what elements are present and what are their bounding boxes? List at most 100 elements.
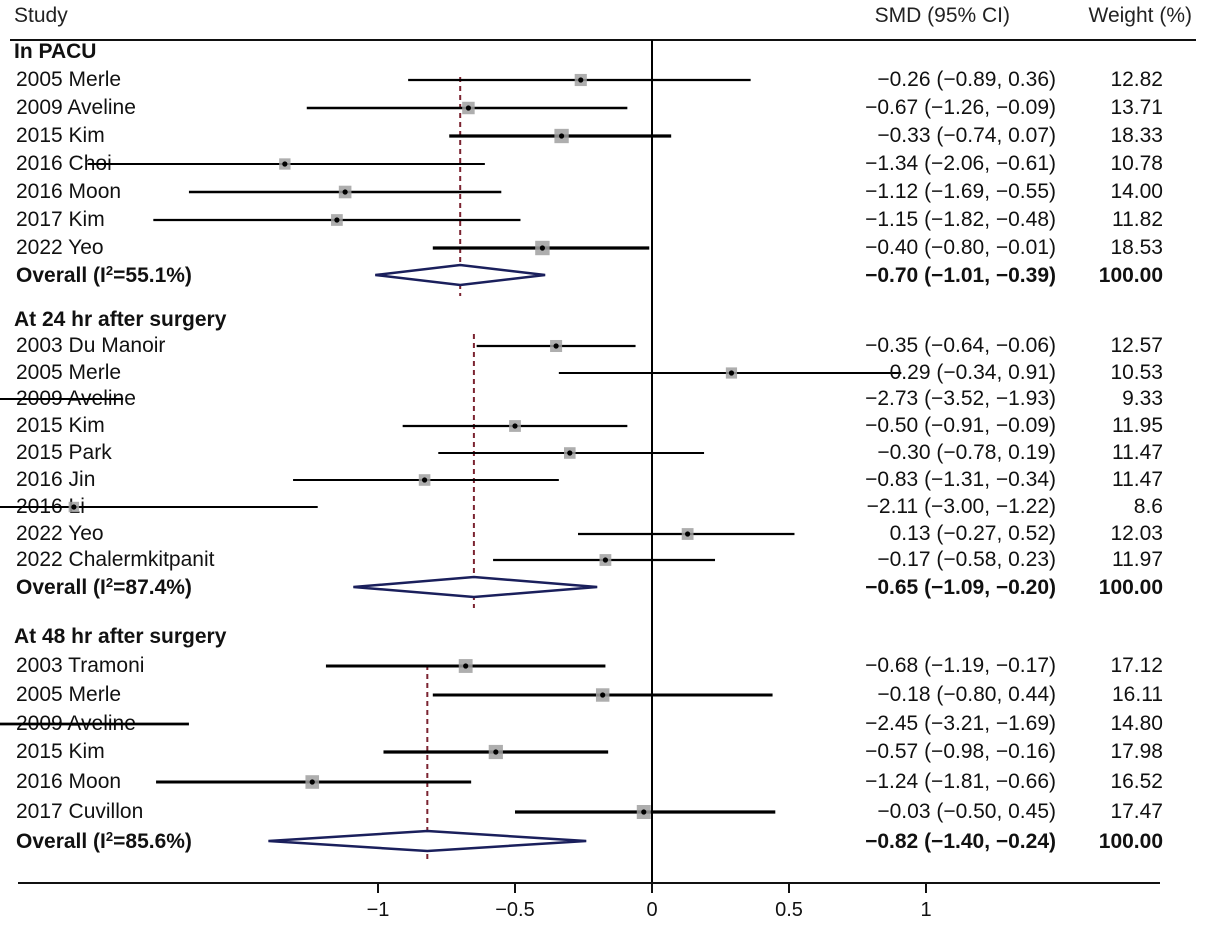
overall-label-main: Overall (I — [16, 264, 106, 287]
effect-ci-text: −1.15 (−1.82, −0.48) — [865, 208, 1056, 231]
study-label: 2015 Kim — [16, 740, 105, 763]
weight-text: 11.97 — [1112, 548, 1163, 571]
weight-text: 9.33 — [1122, 387, 1163, 410]
study-label: 2017 Kim — [16, 208, 105, 231]
point-estimate — [282, 161, 288, 167]
x-tick-label: −1 — [367, 899, 390, 921]
x-tick-label: 0 — [646, 899, 657, 921]
overall-label: Overall (I2=55.1%) — [16, 263, 192, 288]
weight-text: 12.03 — [1110, 522, 1163, 545]
effect-ci-text: −2.45 (−3.21, −1.69) — [865, 712, 1056, 735]
header-weight: Weight (%) — [1089, 4, 1192, 27]
study-label: 2015 Kim — [16, 414, 105, 437]
point-estimate — [553, 343, 559, 349]
overall-label-rest: =85.6%) — [113, 830, 192, 853]
point-estimate — [71, 504, 77, 510]
effect-ci-text: −2.73 (−3.52, −1.93) — [865, 387, 1056, 410]
x-tick-label: −0.5 — [495, 899, 534, 921]
overall-weight-text: 100.00 — [1099, 830, 1163, 853]
plot-rows: In PACU 2005 Merle −0.26 (−0.89, 0.36) 12.8… — [0, 40, 1163, 883]
weight-text: 17.12 — [1110, 654, 1163, 677]
effect-ci-text: −0.35 (−0.64, −0.06) — [865, 334, 1056, 357]
effect-ci-text: −0.33 (−0.74, 0.07) — [877, 124, 1056, 147]
effect-ci-text: 0.29 (−0.34, 0.91) — [890, 361, 1056, 384]
point-estimate — [463, 663, 469, 669]
study-label: 2003 Du Manoir — [16, 334, 165, 357]
overall-ci-text: −0.70 (−1.01, −0.39) — [865, 264, 1056, 287]
effect-ci-text: −0.03 (−0.50, 0.45) — [877, 800, 1056, 823]
study-label: 2016 Moon — [16, 770, 121, 793]
study-label: 2016 Moon — [16, 180, 121, 203]
weight-text: 17.98 — [1110, 740, 1163, 763]
point-estimate — [602, 557, 609, 563]
group-title: At 24 hr after surgery — [14, 308, 227, 331]
effect-ci-text: −0.17 (−0.58, 0.23) — [877, 548, 1056, 571]
effect-ci-text: −0.67 (−1.26, −0.09) — [865, 96, 1056, 119]
header-study: Study — [14, 4, 68, 27]
study-label: 2022 Yeo — [16, 236, 104, 259]
point-estimate — [465, 105, 472, 111]
overall-diamond — [353, 575, 598, 599]
study-label: 2016 Jin — [16, 468, 95, 491]
overall-label: Overall (I2=87.4%) — [16, 575, 192, 600]
effect-ci-text: −0.40 (−0.80, −0.01) — [865, 236, 1056, 259]
overall-weight-text: 100.00 — [1099, 576, 1163, 599]
point-estimate — [539, 245, 546, 251]
weight-text: 18.53 — [1110, 236, 1163, 259]
study-label: 2005 Merle — [16, 68, 121, 91]
group-title: At 48 hr after surgery — [14, 625, 227, 648]
study-label: 2022 Chalermkitpanit — [16, 548, 215, 571]
study-label: 2015 Park — [16, 441, 112, 464]
weight-text: 16.52 — [1110, 770, 1163, 793]
effect-ci-text: 0.13 (−0.27, 0.52) — [890, 522, 1056, 545]
weight-text: 14.00 — [1110, 180, 1163, 203]
study-label: 2003 Tramoni — [16, 654, 144, 677]
study-label: 2005 Merle — [16, 683, 121, 706]
x-tick-label: 0.5 — [775, 899, 803, 921]
point-estimate — [342, 189, 348, 195]
study-label: 2005 Merle — [16, 361, 121, 384]
point-estimate — [493, 749, 499, 755]
x-axis: −1 −0.5 0 0.5 1 — [367, 883, 932, 921]
study-label: 2009 Aveline — [16, 96, 136, 119]
weight-text: 11.95 — [1112, 414, 1163, 437]
point-estimate — [567, 450, 573, 456]
effect-ci-text: −1.12 (−1.69, −0.55) — [865, 180, 1056, 203]
point-estimate — [600, 692, 606, 698]
effect-ci-text: −1.24 (−1.81, −0.66) — [865, 770, 1056, 793]
overall-ci-text: −0.82 (−1.40, −0.24) — [865, 830, 1056, 853]
study-label: 2017 Cuvillon — [16, 800, 143, 823]
overall-weight-text: 100.00 — [1099, 264, 1163, 287]
header-effect: SMD (95% CI) — [875, 4, 1010, 27]
weight-text: 12.82 — [1110, 68, 1163, 91]
weight-text: 12.57 — [1110, 334, 1163, 357]
point-estimate — [334, 217, 340, 223]
point-estimate — [421, 477, 428, 483]
weight-text: 10.78 — [1110, 152, 1163, 175]
overall-label-sup: 2 — [106, 829, 113, 844]
overall-diamond — [268, 829, 587, 853]
study-label: 2022 Yeo — [16, 522, 104, 545]
overall-label-rest: =55.1%) — [113, 264, 192, 287]
x-tick-label: 1 — [920, 899, 931, 921]
weight-text: 10.53 — [1110, 361, 1163, 384]
effect-ci-text: −2.11 (−3.00, −1.22) — [867, 495, 1056, 518]
overall-ci-text: −0.65 (−1.09, −0.20) — [865, 576, 1056, 599]
weight-text: 18.33 — [1110, 124, 1163, 147]
effect-ci-text: −0.26 (−0.89, 0.36) — [877, 68, 1056, 91]
point-estimate — [641, 809, 647, 815]
effect-ci-text: −0.30 (−0.78, 0.19) — [877, 441, 1056, 464]
overall-label-sup: 2 — [106, 575, 113, 590]
overall-label-rest: =87.4%) — [113, 576, 192, 599]
effect-ci-text: −0.50 (−0.91, −0.09) — [865, 414, 1056, 437]
point-estimate — [728, 370, 735, 376]
overall-diamond — [375, 263, 546, 287]
weight-text: 11.47 — [1112, 468, 1163, 491]
weight-text: 17.47 — [1110, 800, 1163, 823]
effect-ci-text: −0.68 (−1.19, −0.17) — [865, 654, 1056, 677]
effect-ci-text: −0.18 (−0.80, 0.44) — [877, 683, 1056, 706]
effect-ci-text: −0.83 (−1.31, −0.34) — [865, 468, 1056, 491]
weight-text: 16.11 — [1112, 683, 1163, 706]
point-estimate — [309, 779, 315, 785]
